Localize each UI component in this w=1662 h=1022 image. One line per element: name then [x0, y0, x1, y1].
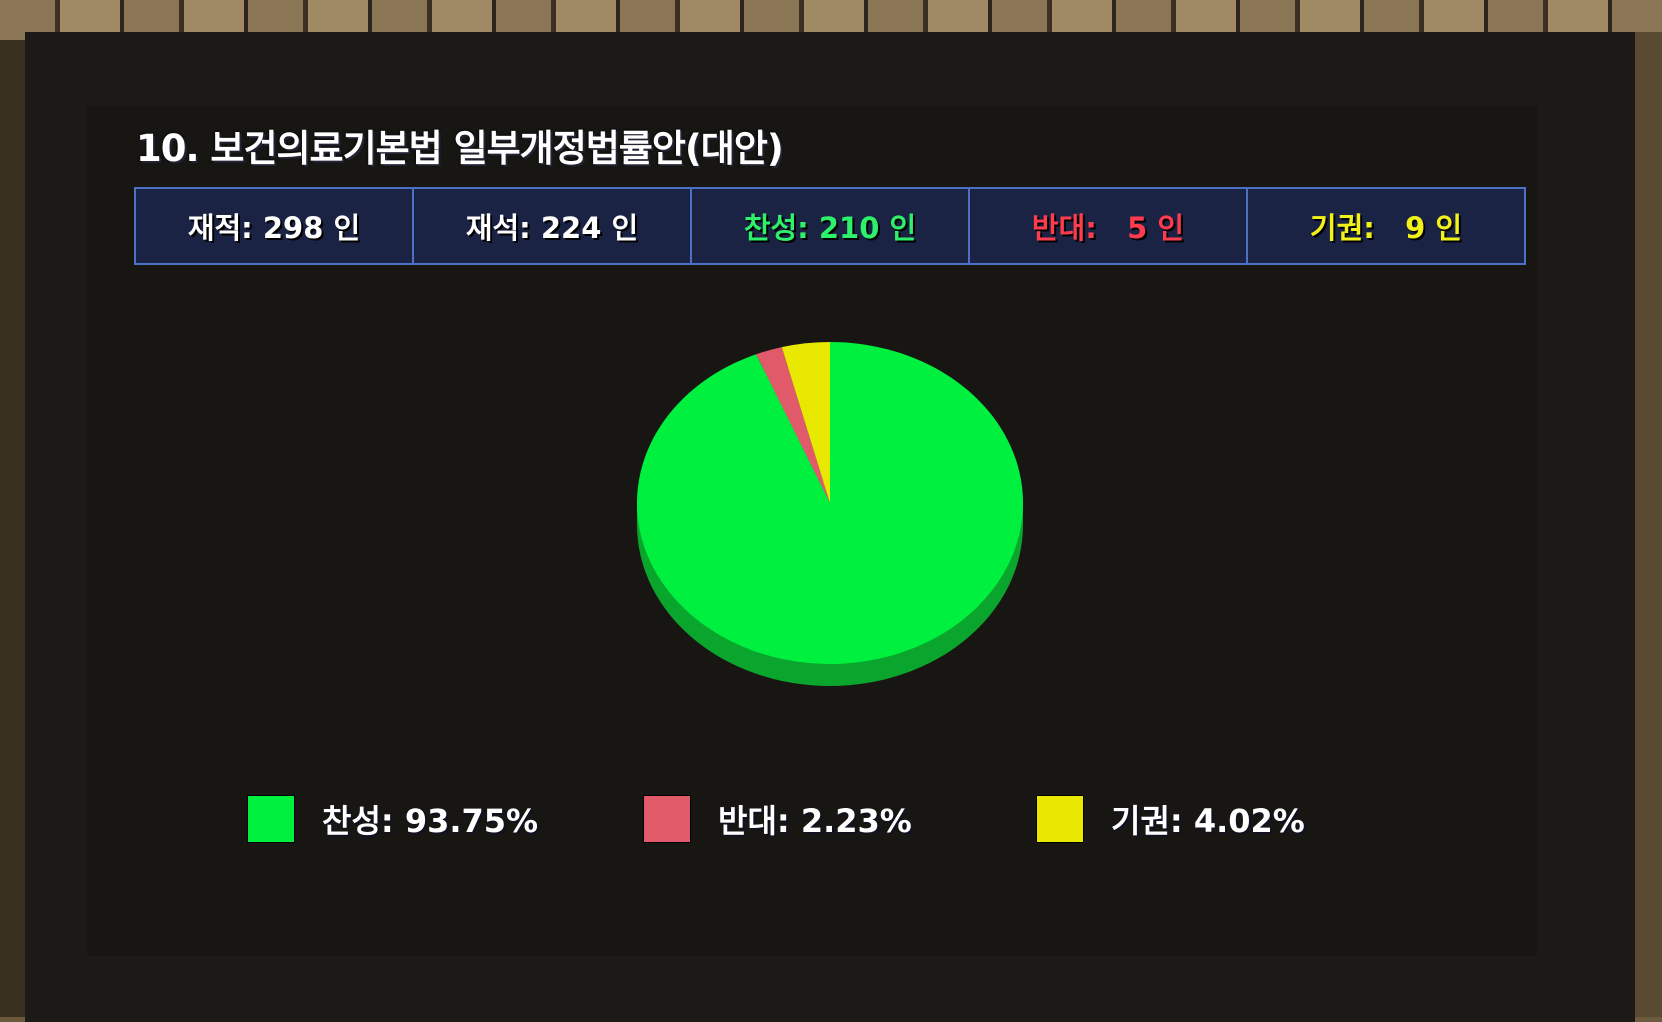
stat-yes: 찬성: 210 인 [692, 189, 970, 263]
legend-swatch-yes [247, 795, 295, 843]
stat-present: 재석: 224 인 [414, 189, 692, 263]
legend-swatch-no [643, 795, 691, 843]
stat-no: 반대: 5 인 [970, 189, 1248, 263]
screen-frame-right [1632, 32, 1662, 1017]
pie-slice-no [756, 347, 830, 503]
bill-title: 10. 보건의료기본법 일부개정법률안(대안) [136, 127, 784, 170]
stat-abstain: 기권: 9 인 [1309, 211, 1463, 245]
vote-pie-chart [637, 342, 1023, 686]
stat-total-members: 재적: 298 인 [136, 189, 414, 263]
legend-item-abstain: 기권: 4.02% [1036, 795, 1305, 843]
pie-slice-abstain [781, 342, 830, 503]
screen-frame-left [0, 40, 25, 1017]
legend-label-abstain: 기권: 4.02% [1111, 802, 1305, 840]
vote-stats-bar: 재적: 298 인 재석: 224 인 찬성: 210 인 반대: 5 인 기권… [134, 187, 1526, 265]
legend-item-yes: 찬성: 93.75% [247, 795, 538, 843]
legend-item-no: 반대: 2.23% [643, 795, 912, 843]
legend-label-yes: 찬성: 93.75% [322, 802, 539, 840]
legend-label-no: 반대: 2.23% [718, 802, 912, 840]
legend-swatch-abstain [1036, 795, 1084, 843]
